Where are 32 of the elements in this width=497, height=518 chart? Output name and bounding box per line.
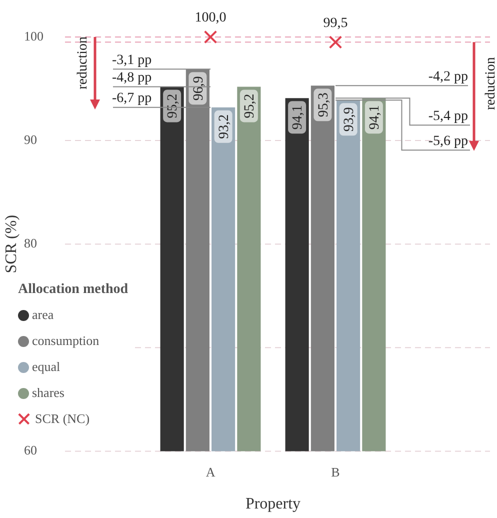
y-tick-label: 60 [24, 442, 37, 458]
data-label: 95,3 [316, 92, 332, 118]
legend-label: consumption [32, 333, 100, 349]
y-tick-label: 90 [24, 132, 37, 147]
data-label: 94,1 [290, 105, 306, 130]
annotation: -3,1 pp [112, 52, 152, 68]
annotation: -4,8 pp [112, 70, 152, 86]
legend-title: Allocation method [18, 282, 128, 298]
legend-label: equal [32, 359, 60, 375]
data-label: 95,2 [166, 94, 181, 118]
annotation: -5,4 pp [428, 108, 468, 124]
legend-label: shares [32, 385, 64, 401]
legend-label: SCR (NC) [35, 411, 90, 427]
data-label: 96,9 [191, 76, 206, 101]
x-axis-title: Property [245, 496, 301, 513]
annotation: reduction [484, 57, 497, 110]
data-label: 93,2 [216, 114, 232, 139]
data-label: 99,5 [323, 16, 348, 31]
data-label: 94,1 [368, 105, 383, 130]
data-label: 95,2 [242, 94, 258, 118]
y-axis-title: SCR (%) [3, 214, 20, 274]
annotation: -5,6 pp [428, 134, 468, 149]
y-tick-label: 80 [24, 236, 37, 251]
annotation: reduction [76, 36, 91, 90]
annotation: -6,7 pp [112, 91, 152, 106]
annotation: -4,2 pp [428, 69, 468, 84]
x-tick-label: A [206, 464, 216, 480]
y-tick-label: 100 [24, 28, 44, 44]
x-tick-label: B [331, 464, 340, 480]
data-label: 100,0 [194, 10, 226, 26]
legend-label: area [32, 307, 54, 323]
data-label: 93,9 [342, 107, 357, 132]
